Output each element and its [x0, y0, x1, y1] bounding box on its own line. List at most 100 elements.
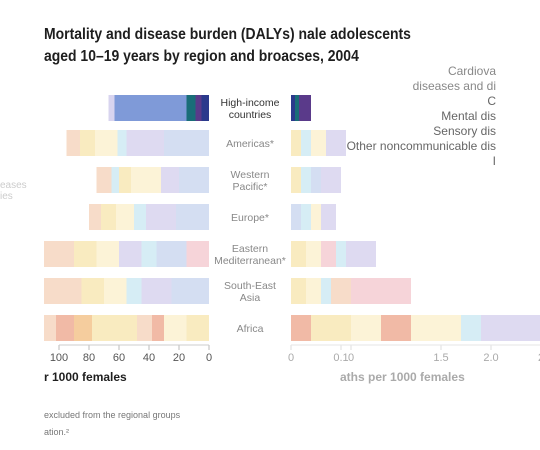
category-label: Europe*	[231, 212, 269, 224]
deaths-bar-segment	[311, 167, 321, 193]
deaths-bar-segment	[291, 130, 301, 156]
left-edge-text-2: ies	[0, 191, 13, 202]
dalys-bar-segment	[66, 130, 80, 156]
dalys-bar-segment	[137, 315, 152, 341]
dalys-bar-segment	[96, 241, 119, 267]
category-label: countries	[229, 109, 272, 121]
dalys-bar-segment	[116, 204, 134, 230]
deaths-bar-segment	[291, 278, 306, 304]
dalys-bar-segment	[141, 278, 172, 304]
deaths-bar-segment	[321, 278, 331, 304]
dalys-bar-segment	[164, 315, 187, 341]
category-label: High-income	[221, 97, 280, 109]
left-tick-label: 40	[143, 352, 155, 364]
dalys-bar-segment	[134, 204, 146, 230]
legend-item: Other noncommunicable dis	[346, 139, 496, 153]
footnote-line-1: excluded from the regional groups	[44, 410, 181, 420]
right-tick-label: 2.0	[483, 352, 498, 364]
dalys-bar-segment	[179, 167, 209, 193]
deaths-bar-segment	[381, 315, 411, 341]
dalys-bar-segment	[131, 167, 161, 193]
left-tick-label: 60	[113, 352, 125, 364]
deaths-bar-segment	[326, 130, 346, 156]
dalys-bar-segment	[80, 130, 95, 156]
left-tick-label: 80	[83, 352, 95, 364]
legend-item: Cardiova	[447, 64, 496, 78]
deaths-bar-segment	[311, 315, 351, 341]
footnote-line-2: ation.²	[44, 427, 70, 437]
legend-item: Sensory dis	[433, 124, 496, 138]
dalys-bar-segment	[176, 204, 209, 230]
dalys-bar-segment	[201, 95, 209, 121]
dalys-bar-segment	[117, 130, 127, 156]
deaths-bar-segment	[306, 241, 321, 267]
dalys-bar-segment	[141, 241, 157, 267]
dalys-bar-segment	[92, 315, 137, 341]
dalys-bar-segment	[156, 241, 187, 267]
chart-title: Mortality and disease burden (DALYs) nal…	[44, 24, 485, 68]
legend-item: I	[492, 154, 496, 168]
deaths-bar-segment	[336, 241, 346, 267]
deaths-bar-segment	[291, 241, 306, 267]
deaths-bar-segment	[311, 130, 326, 156]
category-label: South-East	[224, 280, 276, 292]
deaths-bar-segment	[321, 241, 336, 267]
legend: Cardiova diseases and di C Mental dis Sensor…	[296, 64, 496, 169]
title-line-2: aged 10–19 years by region and broacses,…	[44, 48, 359, 65]
right-axis-title: aths per 1000 females	[340, 370, 465, 384]
dalys-bar-segment	[56, 315, 74, 341]
left-axis-title: r 1000 females	[44, 370, 127, 384]
category-label: Western	[231, 169, 270, 181]
deaths-bar-segment	[321, 204, 336, 230]
dalys-bar-segment	[195, 95, 202, 121]
legend-item: diseases and di	[412, 79, 496, 93]
dalys-bar-segment	[171, 278, 209, 304]
dalys-bar-segment	[126, 130, 164, 156]
deaths-bar-segment	[291, 204, 301, 230]
category-label: Americas*	[226, 138, 274, 150]
deaths-bar-segment	[291, 167, 301, 193]
deaths-bar-segment	[291, 315, 311, 341]
legend-item: Mental dis	[441, 109, 496, 123]
dalys-bar-segment	[108, 95, 115, 121]
deaths-bar-segment	[351, 315, 381, 341]
legend-item: C	[487, 94, 496, 108]
dalys-bar-segment	[186, 95, 196, 121]
dalys-bar-segment	[44, 315, 56, 341]
right-tick-label: 0	[348, 352, 354, 364]
left-edge-text: eases ies	[0, 180, 60, 220]
left-tick-label: 0	[206, 352, 212, 364]
deaths-bar-segment	[301, 167, 311, 193]
category-label: Pacific*	[232, 181, 267, 193]
deaths-bar-segment	[299, 95, 311, 121]
category-label: Eastern	[232, 243, 268, 255]
right-tick-label: 0	[288, 352, 294, 364]
deaths-bar-segment	[311, 204, 321, 230]
left-tick-label: 100	[50, 352, 68, 364]
dalys-bar-segment	[104, 278, 127, 304]
deaths-bar-segment	[346, 241, 376, 267]
deaths-bar-segment	[301, 130, 311, 156]
left-tick-label: 20	[173, 352, 185, 364]
deaths-bar-segment	[295, 95, 299, 121]
dalys-bar-segment	[186, 241, 209, 267]
dalys-bar-segment	[164, 130, 209, 156]
dalys-bar-segment	[119, 241, 142, 267]
dalys-bar-segment	[146, 204, 176, 230]
dalys-bar-segment	[96, 167, 112, 193]
deaths-bar-segment	[321, 167, 341, 193]
dalys-bar-segment	[111, 167, 119, 193]
dalys-bar-segment	[152, 315, 164, 341]
deaths-bar-segment	[351, 278, 411, 304]
category-label: Asia	[240, 292, 261, 304]
deaths-bar-segment	[411, 315, 461, 341]
dalys-bar-segment	[101, 204, 116, 230]
dalys-bar-segment	[74, 241, 97, 267]
dalys-bar-segment	[126, 278, 142, 304]
category-label: Mediterranean*	[214, 255, 286, 267]
dalys-bar-segment	[89, 204, 101, 230]
deaths-bar-segment	[481, 315, 540, 341]
dalys-bar-segment	[44, 278, 82, 304]
dalys-bar-segment	[95, 130, 118, 156]
